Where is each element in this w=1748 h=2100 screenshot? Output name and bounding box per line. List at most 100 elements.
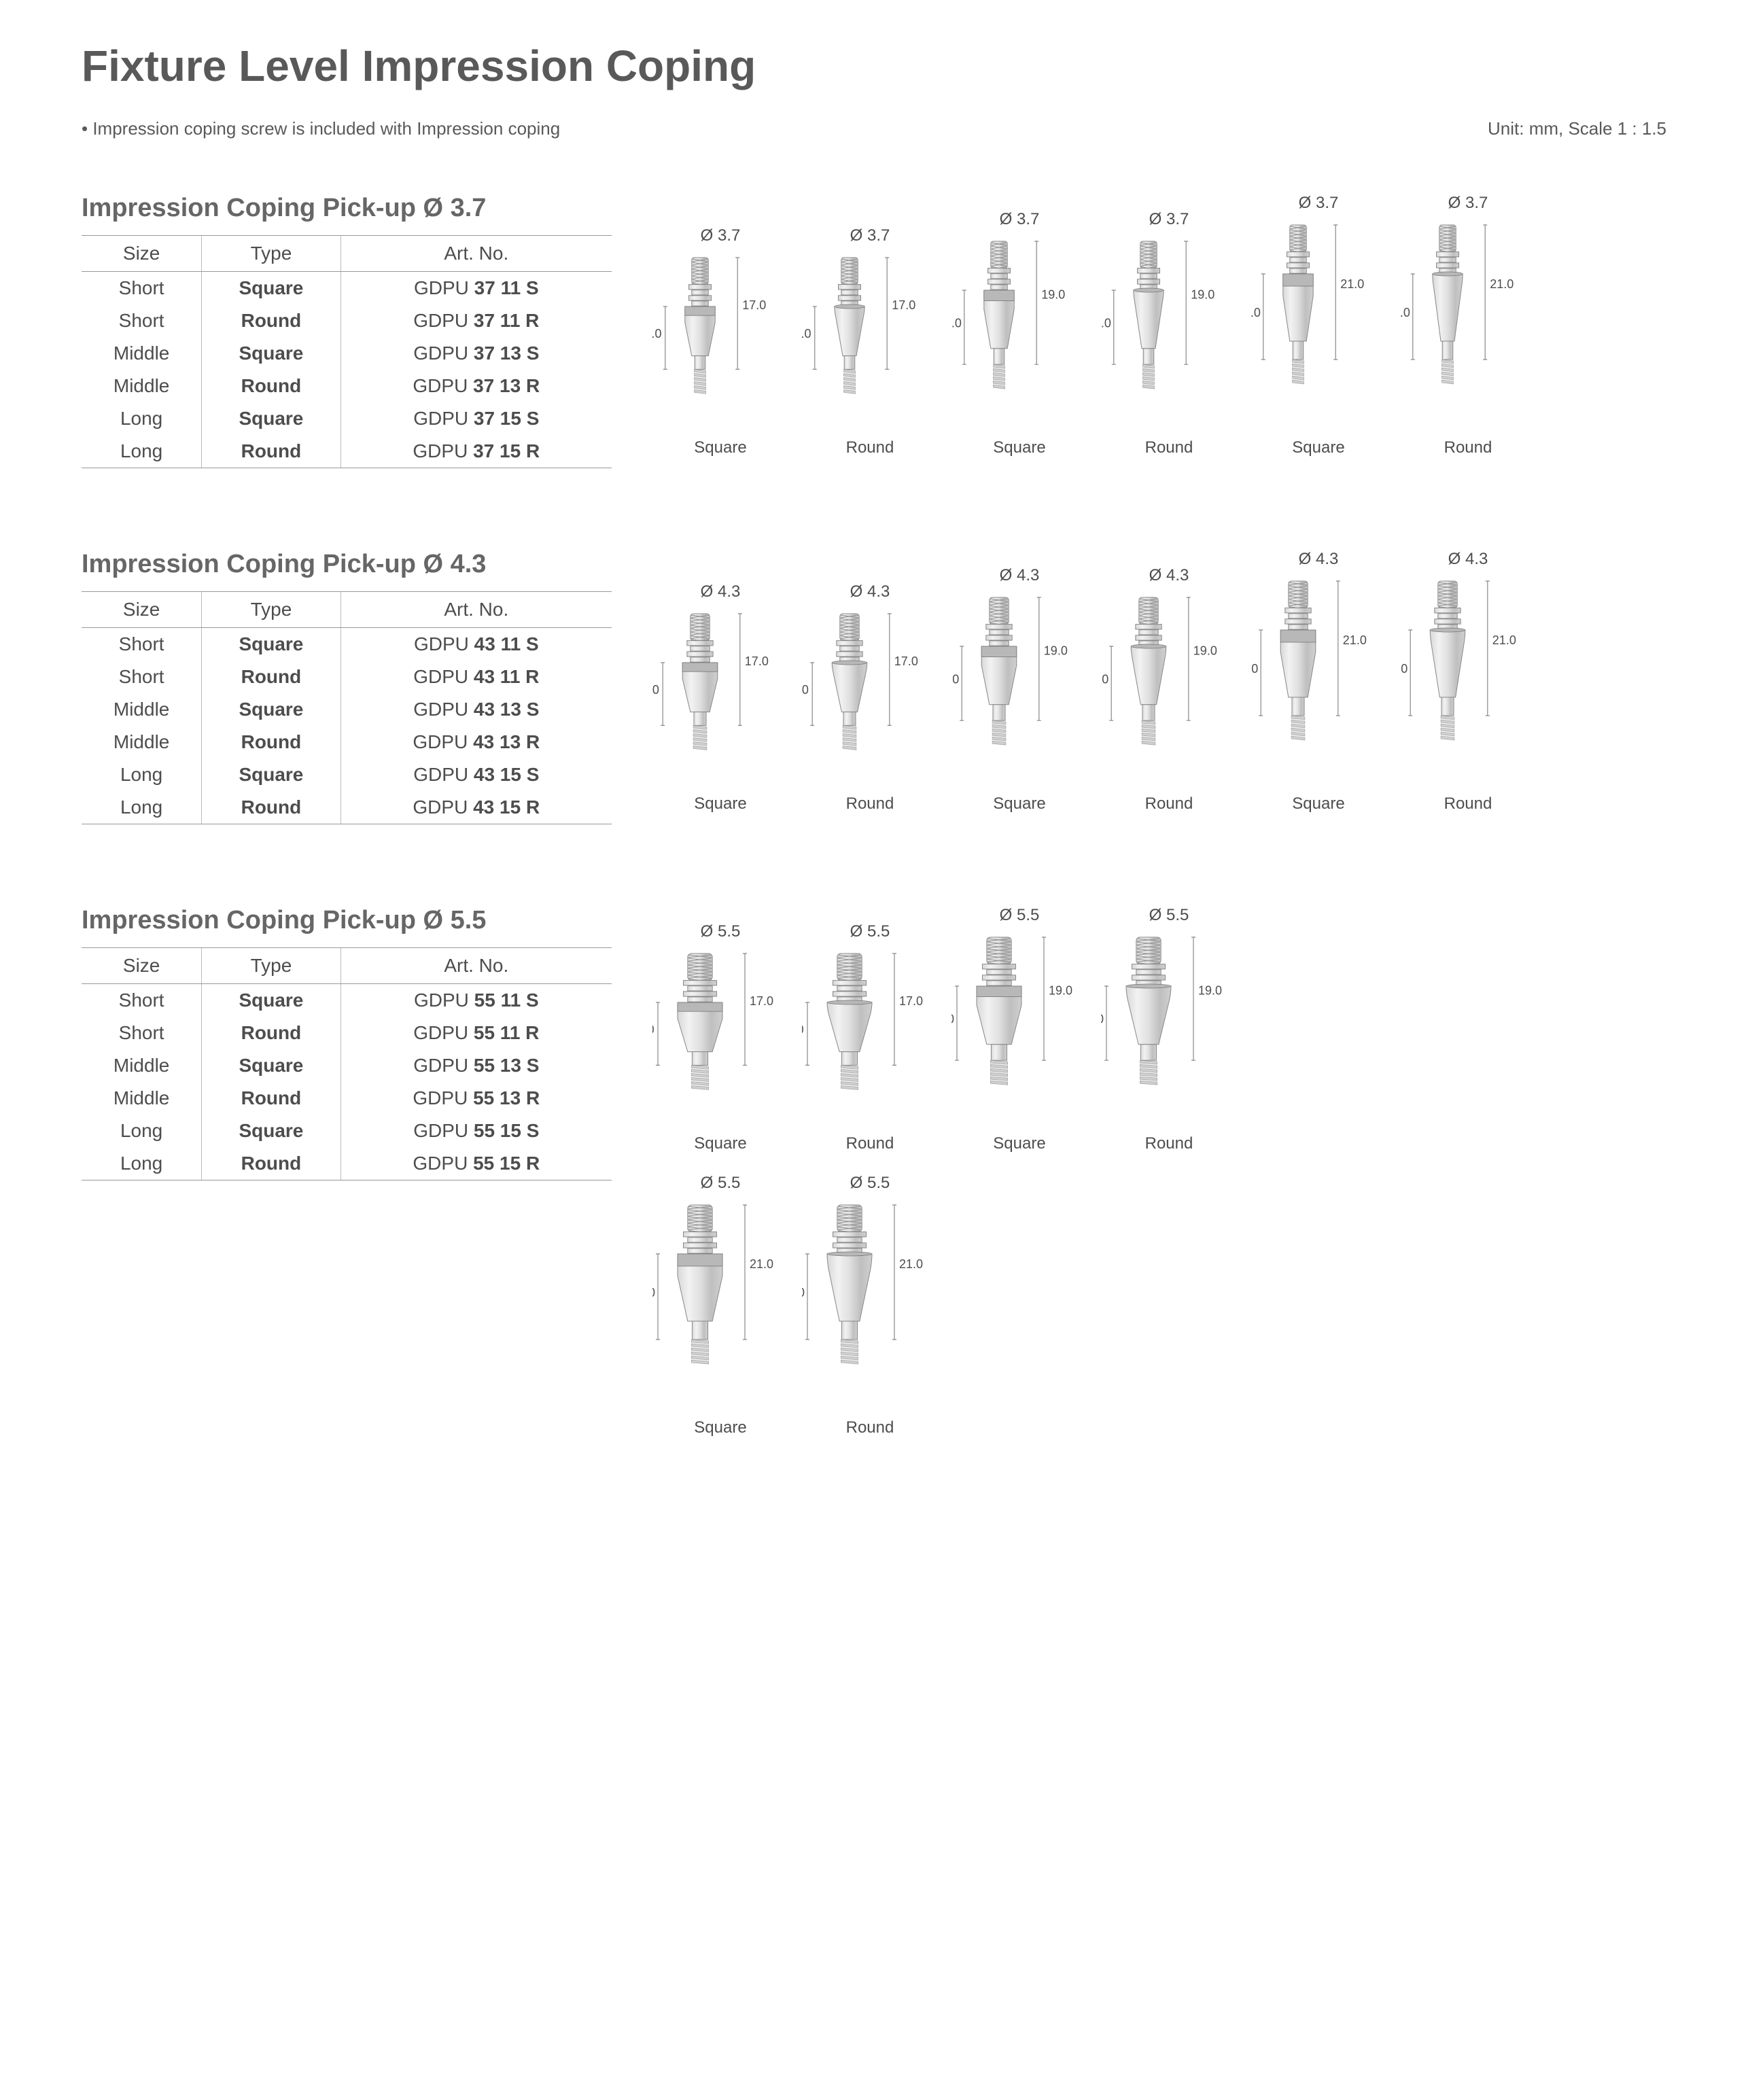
cell-size: Middle <box>82 370 202 402</box>
cell-artno: GDPU 37 15 S <box>340 402 612 435</box>
coping-icon: 17.011.0 <box>652 607 788 790</box>
svg-text:17.0: 17.0 <box>742 298 766 312</box>
svg-text:13.0: 13.0 <box>951 317 962 330</box>
shape-label: Square <box>694 1418 746 1437</box>
svg-text:13.0: 13.0 <box>1101 317 1111 330</box>
meta-row: • Impression coping screw is included wi… <box>82 118 1666 139</box>
diameter-label: Ø 3.7 <box>1448 194 1488 213</box>
svg-text:19.0: 19.0 <box>1198 984 1222 998</box>
coping-figure: Ø 3.717.011.0Round <box>802 226 938 457</box>
svg-text:17.0: 17.0 <box>750 994 773 1008</box>
svg-text:19.0: 19.0 <box>1044 644 1068 658</box>
cell-artno: GDPU 55 15 R <box>340 1147 612 1180</box>
diagram-group: Ø 4.317.011.0SquareØ 4.317.011.0RoundØ 4… <box>652 550 1666 813</box>
svg-text:21.0: 21.0 <box>1340 277 1364 291</box>
cell-type: Round <box>202 791 340 824</box>
cell-type: Round <box>202 370 340 402</box>
svg-text:21.0: 21.0 <box>899 1257 923 1271</box>
cell-type: Round <box>202 726 340 758</box>
shape-label: Square <box>993 794 1045 813</box>
diameter-label: Ø 5.5 <box>1000 906 1040 925</box>
shape-label: Square <box>1292 794 1344 813</box>
section: Impression Coping Pick-up Ø 3.7SizeTypeA… <box>82 194 1666 468</box>
table-row: LongSquareGDPU 37 15 S <box>82 402 612 435</box>
svg-text:21.0: 21.0 <box>1343 633 1367 647</box>
coping-icon: 19.013.0 <box>1101 591 1237 790</box>
shape-label: Round <box>846 1134 894 1153</box>
svg-text:21.0: 21.0 <box>1490 277 1514 291</box>
table-row: LongRoundGDPU 55 15 R <box>82 1147 612 1180</box>
diameter-label: Ø 4.3 <box>1299 550 1339 569</box>
diameter-label: Ø 3.7 <box>701 226 741 245</box>
table-row: LongRoundGDPU 43 15 R <box>82 791 612 824</box>
cell-type: Round <box>202 1017 340 1049</box>
coping-figure: Ø 4.319.013.0Round <box>1101 566 1237 813</box>
cell-type: Square <box>202 1049 340 1082</box>
table-header: Size <box>82 236 202 272</box>
cell-artno: GDPU 55 11 S <box>340 984 612 1017</box>
cell-artno: GDPU 37 11 S <box>340 272 612 305</box>
cell-artno: GDPU 43 15 R <box>340 791 612 824</box>
svg-text:11.0: 11.0 <box>802 683 809 697</box>
cell-artno: GDPU 43 13 R <box>340 726 612 758</box>
unit-text: Unit: mm, Scale 1 : 1.5 <box>1488 118 1666 139</box>
diameter-label: Ø 3.7 <box>1149 210 1189 229</box>
cell-artno: GDPU 37 13 R <box>340 370 612 402</box>
coping-icon: 21.015.0 <box>802 1198 938 1414</box>
diameter-label: Ø 5.5 <box>1149 906 1189 925</box>
shape-label: Square <box>1292 438 1344 457</box>
table-row: MiddleSquareGDPU 37 13 S <box>82 337 612 370</box>
table-row: MiddleRoundGDPU 55 13 R <box>82 1082 612 1115</box>
cell-size: Short <box>82 984 202 1017</box>
cell-type: Round <box>202 1147 340 1180</box>
shape-label: Round <box>846 438 894 457</box>
diameter-label: Ø 5.5 <box>701 1174 741 1193</box>
table-row: MiddleSquareGDPU 43 13 S <box>82 693 612 726</box>
cell-type: Square <box>202 1115 340 1147</box>
table-row: MiddleRoundGDPU 37 13 R <box>82 370 612 402</box>
svg-text:21.0: 21.0 <box>750 1257 773 1271</box>
table-row: LongSquareGDPU 43 15 S <box>82 758 612 791</box>
shape-label: Round <box>1145 794 1193 813</box>
coping-icon: 17.011.0 <box>802 607 938 790</box>
shape-label: Round <box>1145 1134 1193 1153</box>
coping-icon: 17.011.0 <box>802 947 938 1130</box>
coping-icon: 21.015.0 <box>1400 218 1536 434</box>
svg-text:21.0: 21.0 <box>1492 633 1516 647</box>
svg-text:15.0: 15.0 <box>1251 306 1261 319</box>
coping-figure: Ø 4.321.015.0Round <box>1400 550 1536 813</box>
svg-text:11.0: 11.0 <box>802 1023 804 1036</box>
coping-icon: 19.013.0 <box>1101 930 1237 1130</box>
svg-text:19.0: 19.0 <box>1193 644 1217 658</box>
cell-artno: GDPU 43 11 S <box>340 628 612 661</box>
cell-size: Middle <box>82 693 202 726</box>
coping-icon: 17.0 11.0 <box>652 251 788 434</box>
cell-size: Short <box>82 628 202 661</box>
table-header: Size <box>82 948 202 984</box>
svg-text:19.0: 19.0 <box>1049 984 1072 998</box>
cell-type: Square <box>202 758 340 791</box>
coping-icon: 21.015.0 <box>1400 574 1536 790</box>
table-header: Size <box>82 592 202 628</box>
diameter-label: Ø 3.7 <box>850 226 890 245</box>
section-title: Impression Coping Pick-up Ø 4.3 <box>82 550 612 579</box>
table-row: ShortSquareGDPU 43 11 S <box>82 628 612 661</box>
cell-type: Round <box>202 1082 340 1115</box>
coping-figure: Ø 5.521.015.0Round <box>802 1174 938 1437</box>
table-header: Art. No. <box>340 948 612 984</box>
svg-text:11.0: 11.0 <box>652 327 662 340</box>
coping-figure: Ø 5.519.013.0Square <box>951 906 1087 1153</box>
coping-icon: 21.015.0 <box>652 1198 788 1414</box>
cell-artno: GDPU 43 11 R <box>340 661 612 693</box>
spec-table: SizeTypeArt. No.ShortSquareGDPU 55 11 SS… <box>82 947 612 1180</box>
coping-figure: Ø 5.5 19.013.0 Round <box>1101 906 1237 1153</box>
diameter-label: Ø 3.7 <box>1299 194 1339 213</box>
diagram-group: Ø 3.717.011.0SquareØ 3.717.011.0RoundØ 3… <box>652 194 1666 457</box>
cell-artno: GDPU 37 11 R <box>340 304 612 337</box>
coping-icon: 19.013.0 <box>1101 234 1237 434</box>
svg-text:13.0: 13.0 <box>951 673 959 686</box>
diameter-label: Ø 3.7 <box>1000 210 1040 229</box>
cell-size: Middle <box>82 726 202 758</box>
shape-label: Square <box>694 794 746 813</box>
coping-figure: Ø 3.717.011.0Square <box>652 226 788 457</box>
